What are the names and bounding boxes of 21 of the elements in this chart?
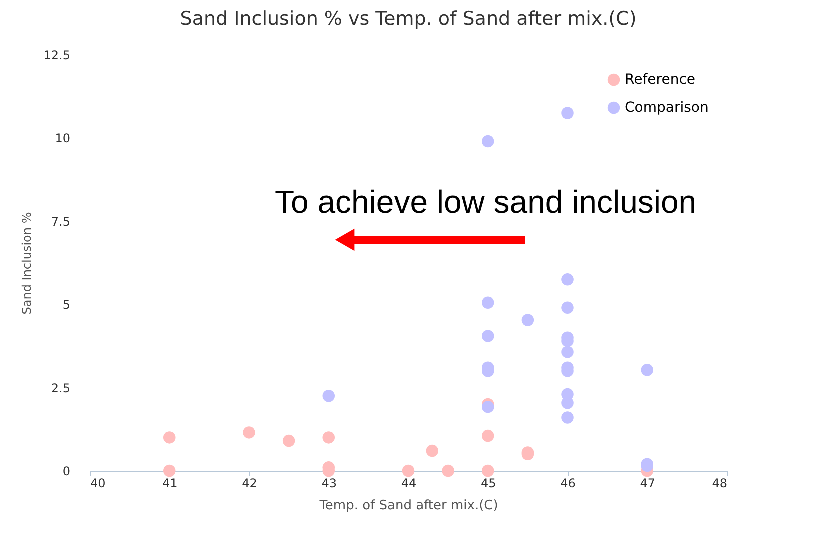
y-tick-label: 5 <box>62 298 70 312</box>
y-tick-label: 0 <box>62 464 70 478</box>
y-tick-label: 2.5 <box>51 381 70 396</box>
x-tick-label: 46 <box>560 476 576 490</box>
y-tick-label: 7.5 <box>51 214 70 229</box>
x-tick-label: 41 <box>162 476 178 490</box>
x-tick-label: 45 <box>480 476 496 490</box>
x-tick-label: 40 <box>90 476 106 490</box>
chart-title: Sand Inclusion % vs Temp. of Sand after mix.(C) <box>180 8 637 30</box>
x-tick-label: 42 <box>242 476 258 490</box>
x-tick-label: 44 <box>401 476 417 490</box>
legend-label: Comparison <box>625 100 709 116</box>
y-tick-label: 12.5 <box>44 48 70 62</box>
legend-label: Reference <box>625 72 696 88</box>
x-tick-label: 48 <box>712 476 728 490</box>
x-tick-label: 47 <box>640 476 656 490</box>
y-axis-title: Sand Inclusion % <box>20 212 34 315</box>
y-tick-label: 10 <box>55 132 70 146</box>
annotation: To achieve low sand inclusion <box>275 184 697 220</box>
x-tick-label: 43 <box>322 476 338 490</box>
x-axis-title: Temp. of Sand after mix.(C) <box>318 498 498 514</box>
